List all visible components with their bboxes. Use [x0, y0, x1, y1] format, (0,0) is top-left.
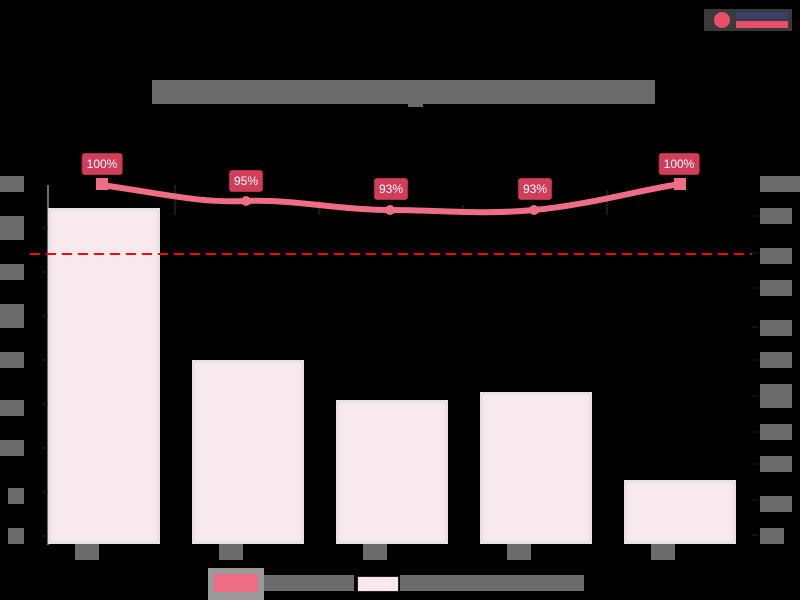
line-point: [385, 205, 395, 215]
left-axis-tick-label: [8, 488, 24, 504]
right-axis-tick-label: [760, 496, 792, 512]
data-label: 100%: [658, 153, 700, 175]
brand-logo-text-bottom: [736, 21, 788, 28]
right-axis-tick-label: [760, 352, 792, 368]
brand-logo-icon: [714, 12, 730, 28]
chart-title-descender: [408, 100, 423, 107]
data-label: 100%: [81, 153, 123, 175]
brand-logo-text-top: [736, 12, 788, 19]
right-axis-tick-label: [760, 456, 792, 472]
bar-5[interactable]: [624, 480, 736, 544]
left-axis-tick-label: [0, 400, 24, 416]
left-axis-tick-label: [0, 304, 24, 328]
bar-4[interactable]: [480, 392, 592, 544]
line-point: [241, 196, 251, 206]
left-axis-tick-label: [0, 352, 24, 368]
brand-logo: [704, 9, 792, 31]
x-axis-tick-label: [219, 544, 243, 560]
bar-1[interactable]: [48, 208, 160, 544]
data-label: 95%: [228, 170, 264, 192]
right-axis-tick-label: [760, 528, 784, 544]
right-axis-tick-label: [760, 320, 792, 336]
chart-title: [152, 80, 655, 104]
legend-line-swatch[interactable]: [208, 568, 264, 600]
right-axis-tick-label: [760, 176, 800, 192]
data-label: 93%: [373, 178, 409, 200]
x-axis-tick-label: [75, 544, 99, 560]
left-axis-tick-label: [0, 264, 24, 280]
data-label: 93%: [517, 178, 553, 200]
right-axis-tick-label: [760, 248, 792, 264]
line-point: [96, 178, 108, 190]
bar-3[interactable]: [336, 400, 448, 544]
x-axis-tick-label: [507, 544, 531, 560]
right-axis-tick-label: [760, 208, 792, 224]
x-axis-tick-label: [363, 544, 387, 560]
legend-bar-label[interactable]: [400, 575, 584, 591]
right-axis-tick-label: [760, 384, 792, 408]
legend-line-label[interactable]: [264, 575, 354, 591]
legend-bar-swatch[interactable]: [357, 576, 399, 592]
line-point: [674, 178, 686, 190]
left-axis-tick-label: [0, 440, 24, 456]
line-point: [529, 205, 539, 215]
bar-2[interactable]: [192, 360, 304, 544]
right-axis-tick-label: [760, 424, 792, 440]
left-axis-tick-label: [8, 528, 24, 544]
left-axis-tick-label: [0, 176, 24, 192]
x-axis-tick-label: [651, 544, 675, 560]
right-axis-tick-label: [760, 280, 792, 296]
left-axis-tick-label: [0, 216, 24, 240]
